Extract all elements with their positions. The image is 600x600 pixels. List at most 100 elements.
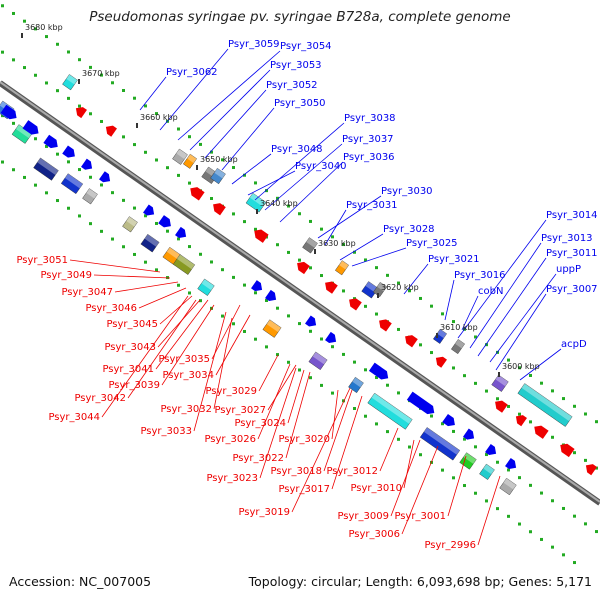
track-dot <box>133 252 136 256</box>
forward-label-connector <box>351 247 407 267</box>
track-dot <box>67 206 70 210</box>
track-dot <box>408 289 411 293</box>
kbp-tick-mark <box>196 165 198 170</box>
track-dot <box>518 476 521 480</box>
track-dot <box>232 275 235 279</box>
gene-box <box>122 216 138 233</box>
track-dot <box>518 366 521 370</box>
forward-gene-arrow <box>442 413 455 427</box>
genome-backbone <box>0 80 600 506</box>
kbp-tick-label: 3600 kbp <box>502 362 540 371</box>
forward-label-connector <box>469 242 542 349</box>
forward-gene-arrow <box>143 204 155 216</box>
track-dot <box>562 506 565 510</box>
track-dot <box>188 245 191 249</box>
track-dot <box>397 327 400 331</box>
track-dot <box>254 337 257 341</box>
reverse-label-connector <box>390 439 421 517</box>
dot-track-2 <box>1 50 598 470</box>
track-dot <box>12 168 15 172</box>
track-dot <box>67 96 70 100</box>
track-dot <box>529 420 532 424</box>
track-dot <box>595 466 598 470</box>
reverse-gene-label: Psyr_3027 <box>214 405 266 416</box>
forward-gene-label: Psyr_3050 <box>274 98 326 109</box>
reverse-label-connector <box>379 427 399 472</box>
track-dot <box>56 199 59 203</box>
track-dot <box>320 227 323 231</box>
track-dot <box>100 119 103 123</box>
track-dot <box>507 358 510 362</box>
track-dot <box>100 73 103 77</box>
track-dot <box>34 137 37 141</box>
forward-gene-label: Psyr_3062 <box>166 67 218 78</box>
forward-gene-label: Psyr_3011 <box>546 248 598 259</box>
reverse-label-connector <box>138 287 187 309</box>
track-dot <box>45 81 48 85</box>
reverse-label-connector <box>401 445 439 535</box>
track-dot <box>34 73 37 77</box>
forward-gene-label: Psyr_3028 <box>383 224 435 235</box>
reverse-gene-arrow <box>405 335 418 348</box>
track-dot <box>474 445 477 449</box>
track-dot <box>166 229 169 233</box>
track-dot <box>243 173 246 177</box>
kbp-tick-mark <box>377 293 379 298</box>
track-dot <box>298 368 301 372</box>
track-dot <box>474 381 477 385</box>
forward-label-connector <box>457 219 547 339</box>
track-dot <box>529 530 532 534</box>
reverse-label-connector <box>161 304 215 386</box>
track-dot <box>122 245 125 249</box>
reverse-gene-arrow <box>495 400 508 413</box>
forward-label-connector <box>231 153 272 185</box>
track-dot <box>331 391 334 395</box>
track-dot <box>551 435 554 439</box>
reverse-gene-arrow <box>560 443 575 458</box>
forward-gene-arrow <box>43 134 58 149</box>
track-dot <box>562 553 565 557</box>
track-dot <box>67 160 70 164</box>
track-dot <box>133 96 136 100</box>
track-dot <box>408 445 411 449</box>
forward-gene-arrow <box>265 289 277 301</box>
track-dot <box>375 266 378 270</box>
track-dot <box>34 27 37 31</box>
forward-gene-label: uppP <box>556 264 581 275</box>
reverse-gene-label: Psyr_3023 <box>206 473 258 484</box>
reverse-gene-label: Psyr_3042 <box>74 393 126 404</box>
track-dot <box>364 368 367 372</box>
reverse-label-connector <box>114 281 179 293</box>
forward-gene-arrow <box>22 120 39 135</box>
track-dot <box>221 158 224 162</box>
track-dot <box>364 258 367 262</box>
track-dot <box>56 42 59 46</box>
reverse-label-connector <box>157 299 201 348</box>
kbp-tick-mark <box>78 79 80 84</box>
reverse-label-connector <box>285 371 311 459</box>
track-dot <box>155 268 158 272</box>
track-dot <box>243 329 246 333</box>
track-dot <box>111 81 114 85</box>
track-dot <box>254 291 257 295</box>
track-dot <box>342 352 345 356</box>
track-dot <box>485 343 488 347</box>
track-dot <box>474 335 477 339</box>
reverse-gene-arrow <box>297 261 310 275</box>
track-dot <box>177 127 180 131</box>
track-dot <box>111 191 114 195</box>
track-dot <box>364 414 367 418</box>
track-dot <box>298 258 301 262</box>
gene-box <box>367 392 413 430</box>
kbp-tick-mark <box>436 333 438 338</box>
reverse-gene-label: Psyr_3046 <box>85 303 137 314</box>
track-dot <box>111 237 114 241</box>
track-dot <box>177 283 180 287</box>
reverse-gene-label: Psyr_3051 <box>16 255 68 266</box>
track-dot <box>56 152 59 156</box>
forward-gene-arrow <box>505 457 517 470</box>
forward-label-connector <box>204 89 267 159</box>
track-dot <box>199 252 202 256</box>
track-dot <box>78 58 81 62</box>
track-dot <box>56 89 59 93</box>
